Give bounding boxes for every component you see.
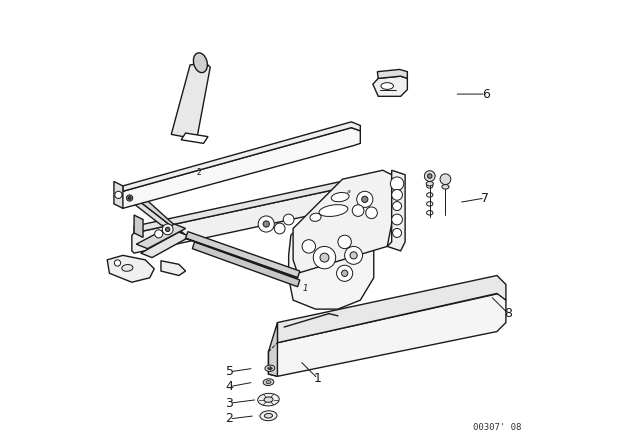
Ellipse shape	[265, 365, 275, 371]
Circle shape	[392, 202, 401, 211]
Circle shape	[428, 174, 432, 178]
Polygon shape	[134, 172, 392, 233]
Polygon shape	[132, 179, 392, 253]
Circle shape	[350, 252, 357, 259]
Ellipse shape	[266, 380, 271, 384]
Polygon shape	[134, 197, 186, 235]
Ellipse shape	[260, 411, 277, 421]
Circle shape	[424, 171, 435, 181]
Circle shape	[258, 216, 275, 232]
Ellipse shape	[268, 367, 272, 370]
Circle shape	[356, 191, 373, 207]
Text: 2: 2	[196, 168, 202, 177]
Circle shape	[302, 240, 316, 253]
Text: 6: 6	[482, 87, 490, 101]
Ellipse shape	[264, 414, 273, 418]
Polygon shape	[373, 76, 407, 96]
Polygon shape	[114, 181, 123, 208]
Circle shape	[115, 260, 121, 266]
Polygon shape	[181, 133, 208, 143]
Polygon shape	[289, 220, 374, 309]
Polygon shape	[123, 122, 360, 191]
Circle shape	[165, 227, 170, 232]
Text: 1: 1	[303, 284, 308, 293]
Circle shape	[392, 190, 403, 200]
Polygon shape	[378, 69, 407, 78]
Circle shape	[284, 214, 294, 225]
Polygon shape	[278, 276, 506, 343]
Circle shape	[338, 235, 351, 249]
Polygon shape	[134, 215, 143, 237]
Text: 1: 1	[314, 372, 322, 385]
Circle shape	[263, 221, 269, 227]
Polygon shape	[186, 232, 300, 278]
Circle shape	[362, 196, 368, 202]
Polygon shape	[136, 224, 186, 249]
Polygon shape	[293, 170, 392, 273]
Circle shape	[365, 207, 378, 219]
Polygon shape	[172, 63, 210, 139]
Ellipse shape	[258, 393, 279, 406]
Circle shape	[392, 214, 403, 225]
Polygon shape	[121, 128, 360, 208]
Circle shape	[320, 253, 329, 262]
Ellipse shape	[122, 264, 133, 271]
Text: 4: 4	[225, 380, 234, 393]
Polygon shape	[121, 194, 174, 228]
Ellipse shape	[426, 181, 433, 186]
Text: a: a	[347, 189, 351, 194]
Circle shape	[128, 197, 131, 199]
Circle shape	[352, 205, 364, 216]
Polygon shape	[192, 242, 300, 287]
Text: 00307' 08: 00307' 08	[473, 423, 521, 432]
Ellipse shape	[442, 185, 449, 189]
Circle shape	[155, 230, 163, 238]
Circle shape	[344, 246, 362, 264]
Text: 3: 3	[225, 396, 234, 410]
Circle shape	[342, 270, 348, 276]
Circle shape	[390, 177, 404, 190]
Circle shape	[392, 228, 401, 237]
Ellipse shape	[264, 397, 273, 402]
Ellipse shape	[332, 193, 349, 202]
Polygon shape	[108, 255, 154, 282]
Text: 2: 2	[225, 412, 234, 426]
Text: 8: 8	[504, 307, 512, 320]
Circle shape	[275, 223, 285, 234]
Circle shape	[115, 191, 122, 198]
Circle shape	[163, 224, 173, 235]
Circle shape	[440, 174, 451, 185]
Text: 5: 5	[225, 365, 234, 379]
Circle shape	[337, 265, 353, 281]
Polygon shape	[269, 293, 506, 376]
Circle shape	[127, 195, 132, 201]
Circle shape	[314, 246, 336, 269]
Text: 7: 7	[481, 191, 489, 205]
Ellipse shape	[263, 379, 274, 386]
Polygon shape	[269, 323, 278, 376]
Polygon shape	[161, 261, 186, 276]
Ellipse shape	[193, 53, 207, 73]
Ellipse shape	[319, 205, 348, 216]
Polygon shape	[141, 232, 190, 258]
Ellipse shape	[310, 213, 321, 221]
Ellipse shape	[381, 82, 394, 90]
Polygon shape	[387, 170, 405, 251]
